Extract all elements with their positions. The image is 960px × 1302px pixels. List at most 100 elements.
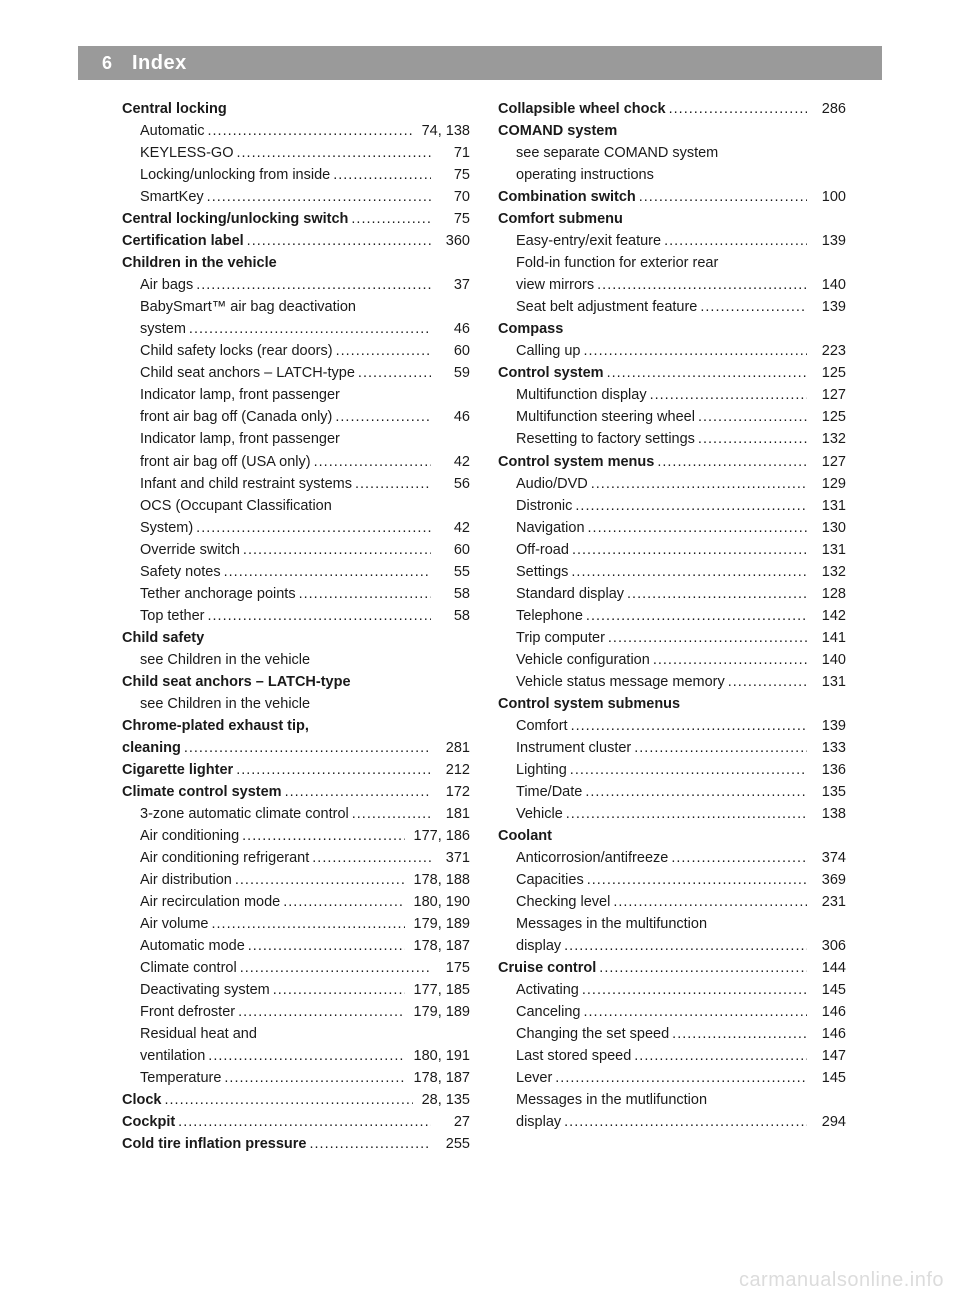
index-subentry: System) 42 bbox=[122, 517, 470, 539]
leader-dots bbox=[587, 869, 807, 891]
index-entry-label: SmartKey bbox=[140, 186, 204, 208]
index-subentry: Air recirculation mode 180, 190 bbox=[122, 891, 470, 913]
leader-dots bbox=[657, 451, 807, 473]
leader-dots bbox=[351, 208, 431, 230]
index-entry-pages: 146 bbox=[810, 1001, 846, 1023]
index-entry-label: System) bbox=[140, 517, 193, 539]
leader-dots bbox=[178, 1111, 431, 1133]
index-heading: Child seat anchors – LATCH-type bbox=[122, 671, 470, 693]
index-entry: Cold tire inflation pressure 255 bbox=[122, 1133, 470, 1155]
index-heading: Coolant bbox=[498, 825, 846, 847]
index-subentry: Automatic mode 178, 187 bbox=[122, 935, 470, 957]
leader-dots bbox=[597, 274, 807, 296]
index-subentry-continuation: BabySmart™ air bag deactivation bbox=[122, 296, 470, 318]
index-entry-pages: 286 bbox=[810, 98, 846, 120]
index-entry-pages: 27 bbox=[434, 1111, 470, 1133]
leader-dots bbox=[165, 1089, 413, 1111]
index-heading: Children in the vehicle bbox=[122, 252, 470, 274]
leader-dots bbox=[235, 869, 405, 891]
index-entry-label: Audio/DVD bbox=[516, 473, 588, 495]
index-entry-label: KEYLESS-GO bbox=[140, 142, 233, 164]
index-heading: COMAND system bbox=[498, 120, 846, 142]
leader-dots bbox=[310, 1133, 432, 1155]
index-subentry: Trip computer 141 bbox=[498, 627, 846, 649]
index-entry-pages: 46 bbox=[434, 318, 470, 340]
page-title: Index bbox=[118, 46, 882, 80]
index-entry-pages: 42 bbox=[434, 451, 470, 473]
index-entry-pages: 133 bbox=[810, 737, 846, 759]
index-heading: Comfort submenu bbox=[498, 208, 846, 230]
leader-dots bbox=[672, 1023, 807, 1045]
index-entry-label: Combination switch bbox=[498, 186, 636, 208]
index-entry-pages: 139 bbox=[810, 296, 846, 318]
leader-dots bbox=[196, 274, 431, 296]
index-subentry: Child safety locks (rear doors) 60 bbox=[122, 340, 470, 362]
leader-dots bbox=[336, 340, 431, 362]
index-entry-pages: 70 bbox=[434, 186, 470, 208]
index-entry-label: Safety notes bbox=[140, 561, 221, 583]
index-heading: Chrome-plated exhaust tip, bbox=[122, 715, 470, 737]
leader-dots bbox=[664, 230, 807, 252]
leader-dots bbox=[212, 913, 405, 935]
index-entry-label: cleaning bbox=[122, 737, 181, 759]
index-entry-label: Temperature bbox=[140, 1067, 221, 1089]
index-entry-pages: 179, 189 bbox=[408, 1001, 470, 1023]
index-subentry: Calling up 223 bbox=[498, 340, 846, 362]
index-entry-label: Cockpit bbox=[122, 1111, 175, 1133]
index-subentry: front air bag off (Canada only) 46 bbox=[122, 406, 470, 428]
index-entry-label: Settings bbox=[516, 561, 568, 583]
index-entry-pages: 223 bbox=[810, 340, 846, 362]
index-entry-pages: 130 bbox=[810, 517, 846, 539]
index-entry-label: system bbox=[140, 318, 186, 340]
index-entry-pages: 178, 187 bbox=[408, 935, 470, 957]
index-subentry: view mirrors 140 bbox=[498, 274, 846, 296]
index-subentry: Seat belt adjustment feature 139 bbox=[498, 296, 846, 318]
index-subentry: Off-road 131 bbox=[498, 539, 846, 561]
index-entry: cleaning 281 bbox=[122, 737, 470, 759]
index-subentry: Safety notes 55 bbox=[122, 561, 470, 583]
index-entry-pages: 139 bbox=[810, 230, 846, 252]
index-entry-label: Infant and child restraint systems bbox=[140, 473, 352, 495]
leader-dots bbox=[698, 428, 807, 450]
index-subentry: Lever 145 bbox=[498, 1067, 846, 1089]
leader-dots bbox=[728, 671, 807, 693]
leader-dots bbox=[207, 186, 431, 208]
index-entry-label: Deactivating system bbox=[140, 979, 270, 1001]
index-see-reference: see Children in the vehicle bbox=[122, 649, 470, 671]
leader-dots bbox=[189, 318, 431, 340]
index-subentry-continuation: Fold-in function for exterior rear bbox=[498, 252, 846, 274]
index-entry-pages: 180, 190 bbox=[408, 891, 470, 913]
index-entry-label: Vehicle configuration bbox=[516, 649, 650, 671]
index-entry-label: Locking/unlocking from inside bbox=[140, 164, 330, 186]
leader-dots bbox=[588, 517, 807, 539]
index-entry-pages: 75 bbox=[434, 208, 470, 230]
index-entry-pages: 100 bbox=[810, 186, 846, 208]
leader-dots bbox=[584, 340, 808, 362]
page-number: 6 bbox=[78, 46, 118, 80]
index-entry-label: Air recirculation mode bbox=[140, 891, 280, 913]
leader-dots bbox=[358, 362, 431, 384]
index-entry-label: Time/Date bbox=[516, 781, 582, 803]
index-entry-label: Instrument cluster bbox=[516, 737, 631, 759]
leader-dots bbox=[570, 759, 807, 781]
leader-dots bbox=[571, 561, 807, 583]
index-entry-label: display bbox=[516, 935, 561, 957]
leader-dots bbox=[653, 649, 807, 671]
index-subentry: Anticorrosion/antifreeze 374 bbox=[498, 847, 846, 869]
index-entry-pages: 58 bbox=[434, 583, 470, 605]
leader-dots bbox=[240, 957, 431, 979]
leader-dots bbox=[242, 825, 404, 847]
index-entry-pages: 141 bbox=[810, 627, 846, 649]
index-subentry: Air volume 179, 189 bbox=[122, 913, 470, 935]
index-entry-label: Standard display bbox=[516, 583, 624, 605]
index-entry-pages: 181 bbox=[434, 803, 470, 825]
index-entry-label: Easy-entry/exit feature bbox=[516, 230, 661, 252]
index-entry-label: Seat belt adjustment feature bbox=[516, 296, 697, 318]
index-subentry: Distronic 131 bbox=[498, 495, 846, 517]
index-entry-pages: 140 bbox=[810, 274, 846, 296]
index-entry-pages: 139 bbox=[810, 715, 846, 737]
leader-dots bbox=[208, 1045, 404, 1067]
index-subentry: Capacities 369 bbox=[498, 869, 846, 891]
index-entry-label: Certification label bbox=[122, 230, 244, 252]
leader-dots bbox=[352, 803, 431, 825]
